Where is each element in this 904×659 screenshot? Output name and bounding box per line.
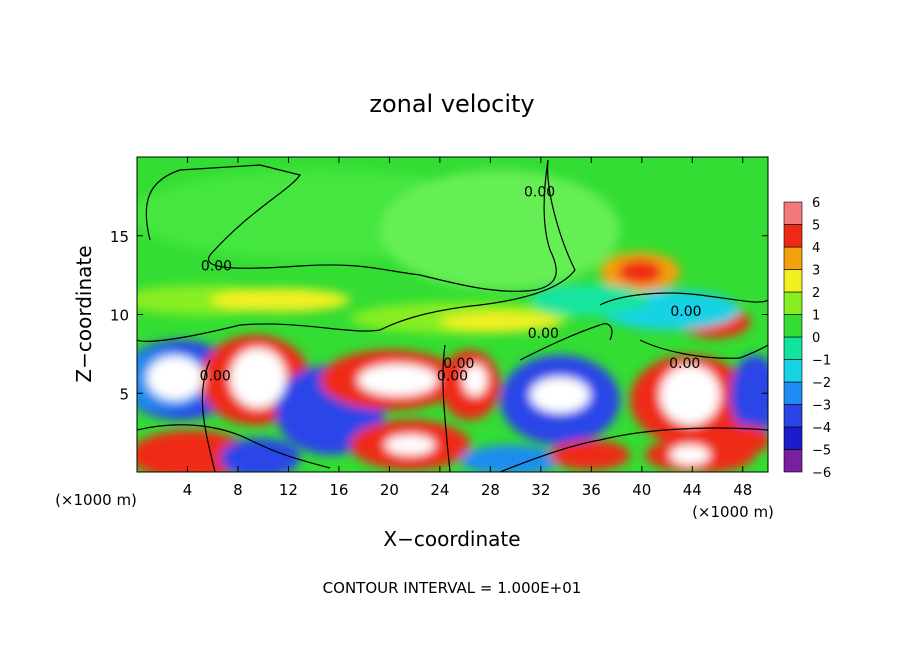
- colorbar-swatch: [783, 314, 803, 338]
- field-patch: [385, 435, 435, 455]
- colorbar-label: 4: [812, 241, 820, 256]
- field-patch: [618, 260, 662, 284]
- colorbar-swatch: [783, 426, 803, 450]
- colorbar-label: 1: [812, 309, 820, 324]
- x-tick-label: 4: [183, 481, 193, 499]
- field-patch: [720, 425, 768, 455]
- x-tick-label: 24: [430, 481, 449, 499]
- field-patch: [460, 445, 560, 472]
- contour-labels: 0.000.000.00 0.000.000.000.000.00: [200, 184, 702, 384]
- colorbar-label: −3: [812, 399, 831, 414]
- colorbar-swatch: [783, 449, 803, 473]
- field-patch: [530, 284, 650, 316]
- contour-label: 0.00: [437, 369, 468, 385]
- colorbar-swatch: [783, 269, 803, 293]
- colorbar-label: −5: [812, 444, 831, 459]
- contour-line: [137, 424, 331, 469]
- contour-line: [639, 339, 768, 359]
- contour-line: [201, 359, 216, 472]
- colorbar-label: −2: [812, 376, 831, 391]
- field-patch: [530, 377, 590, 413]
- x-tick-label: 8: [233, 481, 243, 499]
- contour-label: 0.00: [528, 326, 559, 342]
- colorbar-swatch: [783, 201, 803, 225]
- chart-title: zonal velocity: [369, 90, 534, 118]
- y-tick-label: 5: [119, 385, 129, 403]
- y-tick-label: 15: [110, 228, 129, 246]
- heatmap-field: [137, 157, 768, 472]
- field-patch: [380, 170, 620, 290]
- field-patch: [550, 440, 630, 470]
- colorbar-swatch: [783, 246, 803, 270]
- colorbar-label: 6: [812, 196, 820, 211]
- contour-line: [519, 323, 613, 361]
- field-patch: [220, 438, 300, 472]
- colorbar-label: −4: [812, 421, 831, 436]
- colorbar: −6 −5 −4 −3 −2 −1 0 1 2 3 4 5 6: [783, 196, 831, 481]
- field-patch: [147, 356, 203, 400]
- colorbar-swatch: [783, 224, 803, 248]
- field-patch: [440, 312, 560, 332]
- x-tick-label: 36: [582, 481, 601, 499]
- x-axis: 4 8 12 16 20 24 28 32 36 40 44 48: [183, 157, 752, 499]
- field-patch: [730, 355, 768, 435]
- x-unit-right: (×1000 m): [692, 503, 774, 521]
- contour-line: [599, 292, 768, 306]
- contour-label: 0.00: [201, 258, 232, 274]
- contour-line: [145, 159, 557, 292]
- field-patch: [660, 365, 720, 425]
- x-tick-label: 28: [481, 481, 500, 499]
- field-patch: [358, 364, 438, 396]
- contour-label: 0.00: [669, 356, 700, 372]
- contour-label: 0.00: [200, 369, 231, 385]
- y-axis: 5 10 15: [110, 228, 768, 403]
- contour-interval-note: CONTOUR INTERVAL = 1.000E+01: [323, 579, 582, 597]
- x-unit-left: (×1000 m): [55, 491, 137, 509]
- colorbar-label: 3: [812, 264, 820, 279]
- y-tick-label: 10: [110, 307, 129, 325]
- field-patch: [463, 364, 487, 396]
- x-tick-label: 12: [279, 481, 298, 499]
- contour-label: 0.00: [443, 356, 474, 372]
- x-axis-label: X−coordinate: [383, 527, 520, 551]
- contour-label: 0.00: [524, 184, 555, 200]
- contour-line: [442, 344, 451, 472]
- x-tick-label: 20: [380, 481, 399, 499]
- field-patch: [230, 348, 286, 408]
- colorbar-swatch: [783, 291, 803, 315]
- colorbar-label: 2: [812, 286, 820, 301]
- colorbar-label: 0: [812, 331, 820, 346]
- x-tick-label: 16: [329, 481, 348, 499]
- contour-label: 0.00: [670, 304, 701, 320]
- x-tick-label: 32: [531, 481, 550, 499]
- colorbar-label: −1: [812, 354, 831, 369]
- contour-line: [137, 159, 576, 342]
- colorbar-label: −6: [812, 466, 831, 481]
- colorbar-swatch: [783, 381, 803, 405]
- x-tick-label: 48: [733, 481, 752, 499]
- field-patch: [670, 445, 710, 465]
- x-tick-label: 44: [683, 481, 702, 499]
- colorbar-swatch: [783, 404, 803, 428]
- colorbar-swatch: [783, 359, 803, 383]
- x-tick-label: 40: [632, 481, 651, 499]
- field-patch: [210, 288, 350, 312]
- y-axis-label: Z−coordinate: [72, 245, 96, 382]
- contour-line: [499, 427, 768, 472]
- colorbar-swatch: [783, 336, 803, 360]
- colorbar-label: 5: [812, 219, 820, 234]
